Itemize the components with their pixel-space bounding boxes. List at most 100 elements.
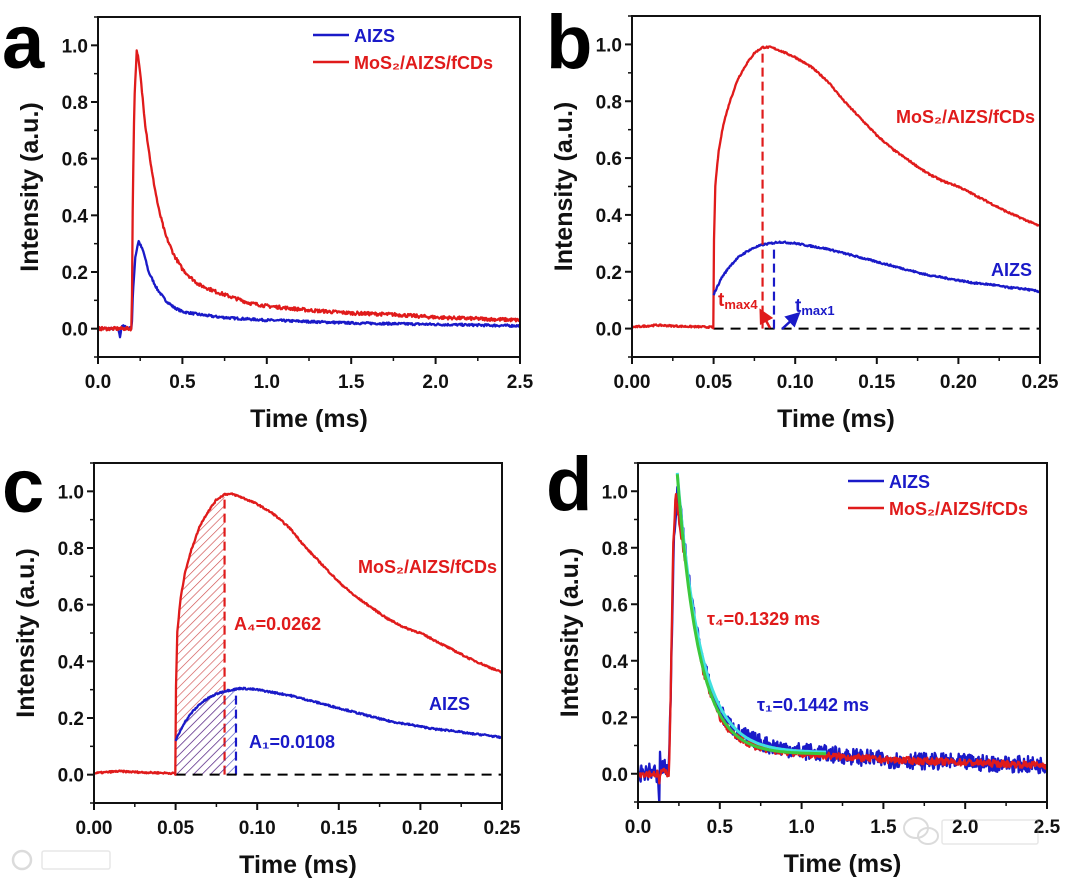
tmax1-subscript: max1 — [801, 303, 834, 318]
y-tick-label: 0.8 — [62, 93, 88, 114]
y-tick-label: 0.2 — [62, 263, 88, 284]
watermark-logo-icon — [11, 849, 33, 871]
tmax1-arrow — [781, 311, 801, 330]
mos2-label: MoS₂/AIZS/fCDs — [358, 557, 497, 577]
y-axis-title: Intensity (a.u.) — [16, 102, 44, 271]
x-tick-label: 0.25 — [1022, 372, 1059, 393]
x-tick-label: 0.5 — [169, 372, 196, 393]
y-tick-label: 0.6 — [58, 596, 84, 617]
legend-label-mos2: MoS₂/AIZS/fCDs — [354, 53, 493, 73]
x-tick-label: 0.05 — [695, 372, 732, 393]
x-tick-label: 0.00 — [76, 818, 113, 839]
x-tick-label: 0.00 — [614, 372, 651, 393]
y-tick-label: 0.4 — [602, 652, 629, 673]
legend-label-mos2: MoS₂/AIZS/fCDs — [889, 499, 1028, 519]
tmax4-subscript: max4 — [724, 297, 758, 312]
y-tick-label: 1.0 — [62, 36, 88, 57]
x-axis-title: Time (ms) — [777, 405, 895, 433]
legend-label-aizs: AIZS — [889, 472, 930, 492]
watermark-left-logo — [11, 849, 111, 871]
tau4-label: τ₄=0.1329 ms — [707, 609, 820, 629]
y-tick-label: 0.8 — [602, 539, 628, 560]
x-tick-label: 0.10 — [777, 372, 814, 393]
y-tick-label: 0.4 — [58, 652, 85, 673]
y-tick-label: 0.8 — [596, 92, 622, 113]
x-tick-label: 1.0 — [788, 817, 814, 838]
plot-frame — [631, 15, 1041, 358]
y-tick-label: 1.0 — [602, 482, 628, 503]
plot-area — [638, 472, 1047, 802]
x-tick-label: 0.15 — [858, 372, 895, 393]
panel-d: d 0.0 0.5 1.0 1.5 2.0 2.5 0.0 0.2 0.4 0.6 0.8 1.0 Tim… — [546, 442, 1061, 878]
x-tick-label: 2.5 — [507, 372, 534, 393]
series-line-aizs — [712, 240, 1040, 296]
x-axis-title: Time (ms) — [239, 851, 357, 879]
watermark-text-block — [941, 819, 1039, 845]
mos2-label: MoS₂/AIZS/fCDs — [896, 107, 1035, 127]
watermark-text-block — [41, 850, 111, 870]
x-tick-label: 0.0 — [625, 817, 651, 838]
legend-label-aizs: AIZS — [354, 26, 395, 46]
x-tick-label: 2.0 — [422, 372, 448, 393]
x-tick-label: 0.5 — [707, 817, 734, 838]
x-tick-label: 0.0 — [85, 372, 111, 393]
area-a1-label: A₁=0.0108 — [249, 732, 335, 752]
y-tick-label: 0.2 — [58, 709, 84, 730]
y-tick-label: 0.6 — [602, 595, 628, 616]
y-tick-label: 0.0 — [58, 766, 84, 787]
x-tick-label: 0.20 — [402, 818, 439, 839]
panel-a: a 0.0 0.5 1.0 1.5 2.0 2.5 0.0 0.2 0.4 0.6 0.8 1.0 Tim… — [2, 0, 534, 433]
y-tick-label: 0.2 — [602, 708, 628, 729]
y-tick-label: 0.6 — [596, 149, 622, 170]
tmax1-label: tmax1 — [795, 296, 835, 318]
x-tick-label: 0.10 — [239, 818, 276, 839]
fit-curve — [675, 474, 827, 756]
y-tick-label: 1.0 — [596, 35, 622, 56]
y-axis-title: Intensity (a.u.) — [12, 548, 40, 717]
x-tick-label: 0.25 — [484, 818, 521, 839]
y-axis-title: Intensity (a.u.) — [550, 102, 578, 271]
x-tick-label: 2.0 — [952, 817, 978, 838]
tmax1-base: t — [795, 296, 802, 317]
aizs-label: AIZS — [429, 694, 470, 714]
series-line-mos2 — [98, 49, 520, 332]
panel-letter: d — [546, 442, 592, 527]
y-tick-label: 0.4 — [62, 206, 89, 227]
panel-b: b 0.00 0.05 0.10 0.15 0.20 0.25 0.0 0.2 0.4 0.6 0.8… — [546, 0, 1059, 433]
x-tick-label: 0.15 — [320, 818, 357, 839]
watermark-right-logo — [903, 817, 1039, 845]
y-tick-label: 0.2 — [596, 263, 622, 284]
x-axis-title: Time (ms) — [784, 850, 902, 878]
y-tick-label: 0.6 — [62, 150, 88, 171]
x-tick-label: 2.5 — [1034, 817, 1061, 838]
y-axis-title: Intensity (a.u.) — [556, 548, 584, 717]
aizs-label: AIZS — [991, 260, 1032, 280]
y-tick-label: 0.4 — [596, 206, 623, 227]
panel-c: c 0.00 0.05 0.10 0.15 0.20 0.25 0.0 0.2 0.4 0.6 0.8… — [2, 444, 521, 879]
x-tick-label: 1.5 — [338, 372, 365, 393]
x-tick-label: 1.5 — [870, 817, 897, 838]
series-line-aizs — [98, 239, 520, 339]
tmax4-label: tmax4 — [718, 290, 758, 312]
x-tick-label: 0.05 — [157, 818, 194, 839]
y-tick-label: 0.8 — [58, 539, 84, 560]
area-a4-label: A₄=0.0262 — [234, 614, 321, 634]
y-tick-label: 0.0 — [602, 765, 628, 786]
x-tick-label: 0.20 — [940, 372, 977, 393]
x-axis-title: Time (ms) — [250, 405, 368, 433]
tmax4-base: t — [718, 290, 725, 311]
wechat-icon-2 — [917, 827, 939, 845]
tmax4-arrow — [759, 308, 774, 329]
fit-curve — [675, 472, 827, 754]
series-line-mos2 — [94, 492, 502, 776]
y-tick-label: 1.0 — [58, 482, 84, 503]
panel-letter: a — [2, 0, 45, 85]
shaded-area-aizs — [175, 689, 236, 775]
x-tick-label: 1.0 — [254, 372, 280, 393]
panel-letter: b — [546, 0, 592, 85]
panel-letter: c — [2, 444, 44, 529]
plot-area — [94, 492, 502, 776]
plot-area — [98, 49, 520, 339]
